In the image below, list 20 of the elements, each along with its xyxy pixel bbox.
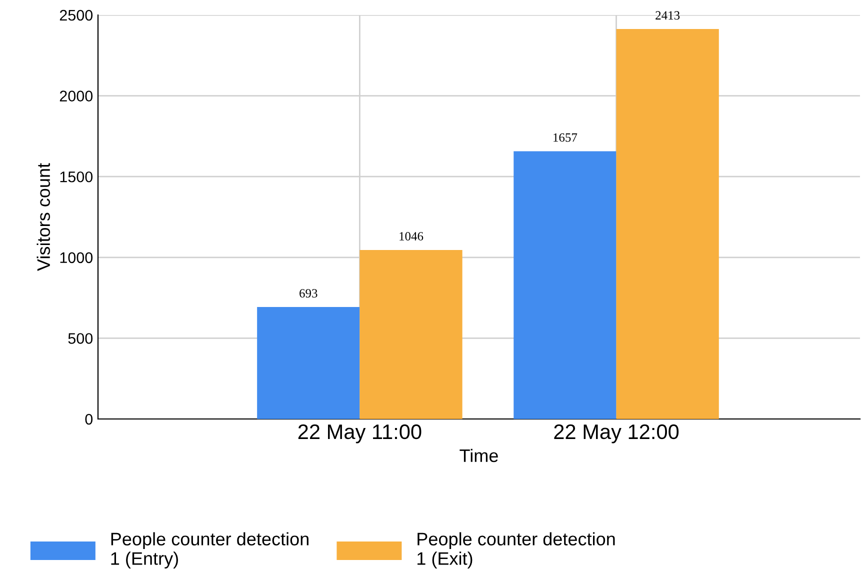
y-axis-title: Visitors count (36, 163, 50, 271)
x-axis-title: Time (460, 448, 498, 462)
y-tick-label: 2500 (60, 10, 93, 21)
data-label: 693 (300, 289, 318, 298)
data-label: 1657 (554, 133, 578, 142)
data-label: 2413 (656, 11, 680, 20)
bar (257, 307, 360, 419)
x-tick-label: 22 May 11:00 (298, 424, 422, 444)
legend-label: People counter detection 1 (Exit) (418, 532, 615, 568)
data-label: 1046 (400, 232, 424, 240)
legend-label: People counter detection 1 (Entry) (111, 532, 308, 568)
bar (360, 250, 462, 419)
bar (616, 29, 719, 419)
y-tick-label: 500 (68, 333, 93, 344)
bar (514, 151, 616, 419)
y-tick-label: 0 (85, 414, 93, 425)
x-tick-label: 22 May 12:00 (554, 424, 679, 444)
y-tick-label: 1500 (60, 171, 93, 182)
y-tick-label: 1000 (60, 252, 93, 264)
y-tick-label: 2000 (60, 90, 93, 102)
